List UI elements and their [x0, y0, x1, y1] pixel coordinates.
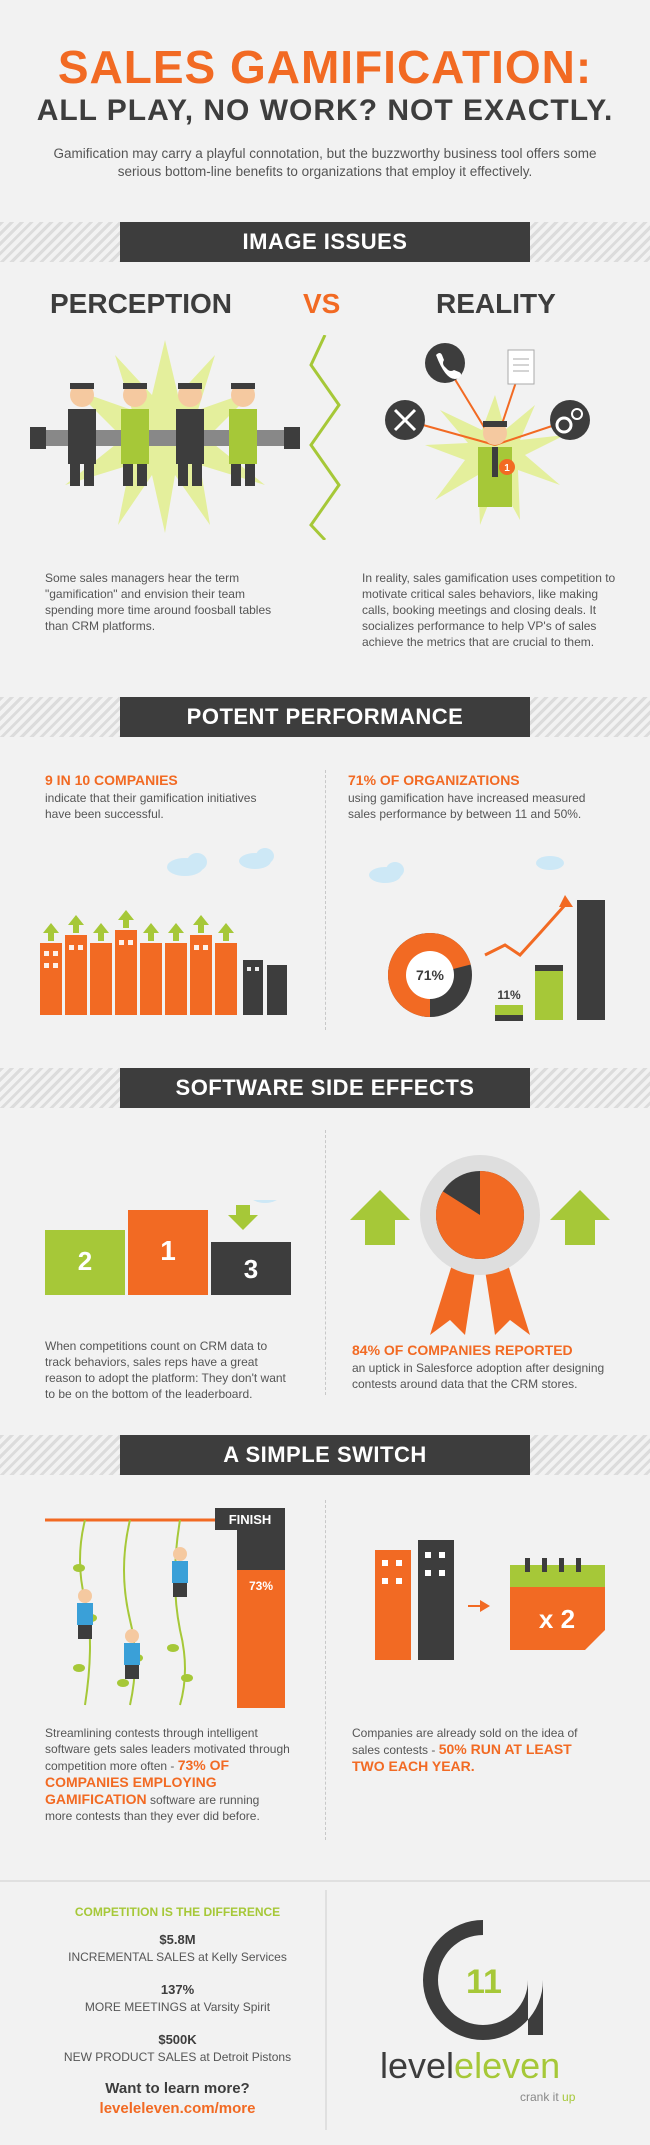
footer-stat-number: $500K: [158, 2032, 197, 2047]
pie-hole: [406, 951, 454, 999]
podium-first: [128, 1210, 208, 1295]
perception-heading: PERCEPTION: [50, 288, 233, 319]
cloud-icon: [167, 853, 207, 876]
player-2: [121, 383, 149, 486]
salesperson-icon: 1: [478, 421, 515, 507]
finish-flag: [215, 1508, 285, 1530]
trend-line: [484, 904, 567, 957]
player-4: [229, 383, 257, 486]
banner-potent-performance: POTENT PERFORMANCE: [0, 697, 650, 737]
building-dark: [418, 1540, 454, 1660]
banner-software-side-effects: SOFTWARE SIDE EFFECTS: [0, 1068, 650, 1108]
stat-9-in-10: 9 IN 10 COMPANIES: [45, 772, 178, 788]
reality-illustration: 1: [385, 343, 590, 525]
cloud-icon: [536, 856, 564, 870]
medal-illustration: [350, 1155, 610, 1335]
bar-tall: [577, 900, 605, 1020]
tools-icon: [385, 400, 425, 440]
switch-left-text: Streamlining contests through intelligen…: [45, 1726, 290, 1823]
logo-wordmark: leveleleven: [380, 2045, 561, 2086]
podium-first-label: 1: [160, 1235, 176, 1266]
podium-third: [211, 1242, 291, 1295]
performance-chart-illustration: 71% 11%: [369, 856, 605, 1021]
growth-arrows: [43, 910, 234, 941]
column-divider: [325, 770, 326, 1030]
page-title: SALES GAMIFICATION:: [57, 41, 593, 93]
switch-right-text: Companies are already sold on the idea o…: [352, 1726, 578, 1774]
software-left-text: When competitions count on CRM data to t…: [45, 1339, 286, 1401]
phone-icon: [425, 343, 465, 383]
logo-tagline: crank it up: [520, 2090, 576, 2104]
bar-medium: [535, 970, 563, 1020]
document-icon: [507, 349, 535, 385]
cloud-icon: [239, 848, 274, 869]
foosball-illustration: [30, 340, 300, 533]
bar-small: [495, 1015, 523, 1021]
banner-image-issues: IMAGE ISSUES: [0, 222, 650, 262]
intro-text: Gamification may carry a playful connota…: [53, 146, 597, 179]
page-subtitle: ALL PLAY, NO WORK? NOT EXACTLY.: [36, 94, 614, 127]
climber-2: [172, 1547, 188, 1597]
cta-link[interactable]: leveleleven.com/more: [99, 2100, 256, 2117]
podium-second: [45, 1230, 125, 1295]
banner-simple-switch: A SIMPLE SWITCH: [0, 1435, 650, 1475]
ribbon-left: [430, 1255, 475, 1335]
reality-heading: REALITY: [436, 288, 556, 319]
footer-divider: [0, 1880, 650, 1882]
footer-stat-desc: INCREMENTAL SALES at Kelly Services: [68, 1950, 287, 1964]
climber-1: [77, 1589, 93, 1639]
footer-stat-number: $5.8M: [159, 1932, 196, 1947]
cta-text: Want to learn more?: [105, 2080, 250, 2097]
building-orange: [375, 1550, 411, 1660]
stat-71-percent: 71% OF ORGANIZATIONS: [348, 772, 520, 788]
climbing-vines-illustration: FINISH 73%: [45, 1508, 285, 1708]
up-arrow-left-icon: [350, 1190, 410, 1245]
climber-3: [124, 1629, 140, 1679]
up-arrow-right-icon: [550, 1190, 610, 1245]
down-arrow-icon: [228, 1205, 258, 1230]
pie-label: 71%: [416, 967, 445, 983]
footer-stat-desc: NEW PRODUCT SALES at Detroit Pistons: [63, 2050, 292, 2064]
stat-84-percent: 84% OF COMPANIES REPORTED: [352, 1342, 573, 1358]
trend-arrow-icon: [559, 895, 573, 907]
stat-71-percent-text: using gamification have increased measur…: [348, 791, 586, 821]
pole-label: 73%: [249, 1579, 273, 1593]
footer-stat-number: 137%: [160, 1982, 195, 1997]
leveleleven-logo-icon: 11: [423, 1920, 543, 2040]
footer-column-divider: [325, 1890, 327, 2130]
podium-second-label: 2: [78, 1246, 92, 1276]
player-1: [68, 383, 96, 486]
stat-9-in-10-text: indicate that their gamification initiat…: [45, 791, 257, 821]
perception-text: Some sales managers hear the term "gamif…: [45, 571, 272, 633]
gears-icon: [550, 400, 590, 440]
finish-pole: [237, 1570, 285, 1708]
footer-heading: COMPETITION IS THE DIFFERENCE: [74, 1905, 281, 1919]
badge-label: 1: [504, 463, 510, 474]
cloud-icon: [369, 862, 404, 883]
arrow-right-icon: [480, 1600, 490, 1612]
footer-stat-desc: MORE MEETINGS at Varsity Spirit: [84, 2000, 271, 2014]
column-divider: [325, 1500, 326, 1840]
calendar-illustration: x 2: [375, 1540, 605, 1660]
cloud-icon: [253, 1200, 277, 1203]
zigzag-divider: [309, 335, 341, 540]
city-growth-illustration: [40, 848, 287, 1015]
medal-slice-84: [436, 1171, 524, 1259]
logo-number: 11: [466, 1963, 502, 2001]
vs-label: VS: [303, 288, 341, 319]
finish-label: FINISH: [229, 1512, 272, 1527]
column-divider: [325, 1130, 326, 1395]
player-3: [176, 383, 204, 486]
calendar-label: x 2: [539, 1604, 575, 1634]
reality-text: In reality, sales gamification uses comp…: [362, 571, 616, 649]
podium-third-label: 3: [244, 1254, 258, 1284]
podium-illustration: 2 1 3: [45, 1200, 291, 1295]
bar-label: 11%: [497, 988, 521, 1002]
stat-84-percent-text: an uptick in Salesforce adoption after d…: [352, 1361, 605, 1391]
